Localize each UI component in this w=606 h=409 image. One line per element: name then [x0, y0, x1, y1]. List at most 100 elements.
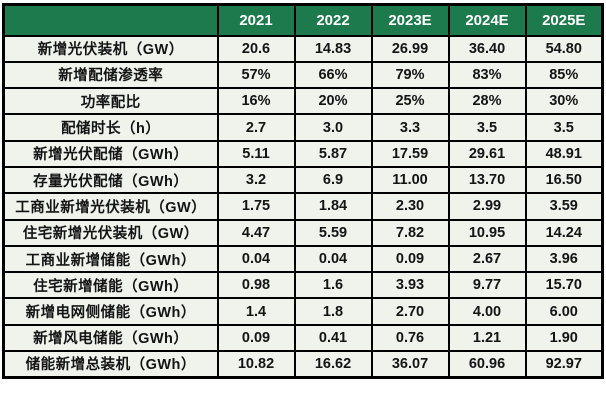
value-cell: 1.75 — [216, 192, 296, 221]
value-cell: 3.2 — [216, 165, 296, 195]
value-cell: 0.09 — [370, 244, 450, 274]
row-label: 新增电网侧储能（GWh） — [2, 297, 219, 326]
table-row: 功率配比 16% 20% 25% 28% 30% — [2, 87, 604, 116]
value-cell: 1.8 — [293, 297, 373, 326]
value-cell: 66% — [293, 60, 373, 90]
column-header-2022: 2022 — [293, 3, 373, 37]
value-cell: 25% — [370, 87, 450, 116]
value-cell: 1.84 — [293, 192, 373, 221]
value-cell: 2.30 — [370, 192, 450, 221]
value-cell: 60.96 — [447, 350, 527, 379]
table-container: 2021 2022 2023E 2024E 2025E 新增光伏装机（GW） 2… — [2, 3, 604, 379]
value-cell: 14.24 — [524, 218, 604, 247]
value-cell: 3.0 — [293, 113, 373, 142]
value-cell: 36.40 — [447, 34, 527, 63]
value-cell: 11.00 — [370, 165, 450, 195]
table-row: 住宅新增光伏装机（GW） 4.47 5.59 7.82 10.95 14.24 — [2, 218, 604, 247]
table-row: 工商业新增储能（GWh） 0.04 0.04 0.09 2.67 3.96 — [2, 244, 604, 274]
value-cell: 30% — [524, 87, 604, 116]
value-cell: 6.9 — [293, 165, 373, 195]
value-cell: 2.67 — [447, 244, 527, 274]
value-cell: 4.47 — [216, 218, 296, 247]
value-cell: 17.59 — [370, 139, 450, 168]
value-cell: 3.96 — [524, 244, 604, 274]
value-cell: 5.11 — [216, 139, 296, 168]
value-cell: 16% — [216, 87, 296, 116]
value-cell: 2.70 — [370, 297, 450, 326]
value-cell: 10.95 — [447, 218, 527, 247]
value-cell: 15.70 — [524, 271, 604, 300]
value-cell: 2.7 — [216, 113, 296, 142]
value-cell: 4.00 — [447, 297, 527, 326]
value-cell: 20% — [293, 87, 373, 116]
corner-cell — [2, 3, 219, 37]
column-header-2024e: 2024E — [447, 3, 527, 37]
value-cell: 14.83 — [293, 34, 373, 63]
value-cell: 1.4 — [216, 297, 296, 326]
value-cell: 1.90 — [524, 323, 604, 353]
value-cell: 13.70 — [447, 165, 527, 195]
value-cell: 1.21 — [447, 323, 527, 353]
value-cell: 1.6 — [293, 271, 373, 300]
value-cell: 0.76 — [370, 323, 450, 353]
table-row: 新增配储渗透率 57% 66% 79% 83% 85% — [2, 60, 604, 90]
row-label: 储能新增总装机（GWh） — [2, 350, 219, 379]
column-header-2021: 2021 — [216, 3, 296, 37]
value-cell: 5.59 — [293, 218, 373, 247]
table-row: 储能新增总装机（GWh） 10.82 16.62 36.07 60.96 92.… — [2, 350, 604, 379]
header-row: 2021 2022 2023E 2024E 2025E — [2, 3, 604, 37]
table-row: 新增电网侧储能（GWh） 1.4 1.8 2.70 4.00 6.00 — [2, 297, 604, 326]
row-label: 工商业新增光伏装机（GW） — [2, 192, 219, 221]
table-row: 新增风电储能（GWh） 0.09 0.41 0.76 1.21 1.90 — [2, 323, 604, 353]
value-cell: 48.91 — [524, 139, 604, 168]
value-cell: 85% — [524, 60, 604, 90]
column-header-2023e: 2023E — [370, 3, 450, 37]
value-cell: 26.99 — [370, 34, 450, 63]
table-row: 工商业新增光伏装机（GW） 1.75 1.84 2.30 2.99 3.59 — [2, 192, 604, 221]
column-header-2025e: 2025E — [524, 3, 604, 37]
value-cell: 57% — [216, 60, 296, 90]
row-label: 住宅新增储能（GWh） — [2, 271, 219, 300]
value-cell: 29.61 — [447, 139, 527, 168]
value-cell: 5.87 — [293, 139, 373, 168]
value-cell: 16.62 — [293, 350, 373, 379]
value-cell: 3.5 — [524, 113, 604, 142]
row-label: 新增光伏装机（GW） — [2, 34, 219, 63]
row-label: 新增风电储能（GWh） — [2, 323, 219, 353]
value-cell: 7.82 — [370, 218, 450, 247]
table-row: 住宅新增储能（GWh） 0.98 1.6 3.93 9.77 15.70 — [2, 271, 604, 300]
value-cell: 9.77 — [447, 271, 527, 300]
value-cell: 3.5 — [447, 113, 527, 142]
value-cell: 79% — [370, 60, 450, 90]
value-cell: 83% — [447, 60, 527, 90]
value-cell: 0.09 — [216, 323, 296, 353]
table-row: 配储时长（h） 2.7 3.0 3.3 3.5 3.5 — [2, 113, 604, 142]
row-label: 功率配比 — [2, 87, 219, 116]
value-cell: 0.04 — [293, 244, 373, 274]
value-cell: 3.59 — [524, 192, 604, 221]
value-cell: 20.6 — [216, 34, 296, 63]
value-cell: 0.98 — [216, 271, 296, 300]
pv-storage-forecast-table: 2021 2022 2023E 2024E 2025E 新增光伏装机（GW） 2… — [2, 3, 604, 379]
value-cell: 54.80 — [524, 34, 604, 63]
table-row: 新增光伏配储（GWh） 5.11 5.87 17.59 29.61 48.91 — [2, 139, 604, 168]
value-cell: 28% — [447, 87, 527, 116]
value-cell: 0.41 — [293, 323, 373, 353]
value-cell: 3.93 — [370, 271, 450, 300]
row-label: 存量光伏配储（GWh） — [2, 165, 219, 195]
row-label: 配储时长（h） — [2, 113, 219, 142]
row-label: 住宅新增光伏装机（GW） — [2, 218, 219, 247]
value-cell: 36.07 — [370, 350, 450, 379]
value-cell: 92.97 — [524, 350, 604, 379]
value-cell: 6.00 — [524, 297, 604, 326]
table-row: 新增光伏装机（GW） 20.6 14.83 26.99 36.40 54.80 — [2, 34, 604, 63]
row-label: 新增光伏配储（GWh） — [2, 139, 219, 168]
value-cell: 10.82 — [216, 350, 296, 379]
value-cell: 0.04 — [216, 244, 296, 274]
value-cell: 16.50 — [524, 165, 604, 195]
value-cell: 3.3 — [370, 113, 450, 142]
table-row: 存量光伏配储（GWh） 3.2 6.9 11.00 13.70 16.50 — [2, 165, 604, 195]
value-cell: 2.99 — [447, 192, 527, 221]
row-label: 新增配储渗透率 — [2, 60, 219, 90]
row-label: 工商业新增储能（GWh） — [2, 244, 219, 274]
